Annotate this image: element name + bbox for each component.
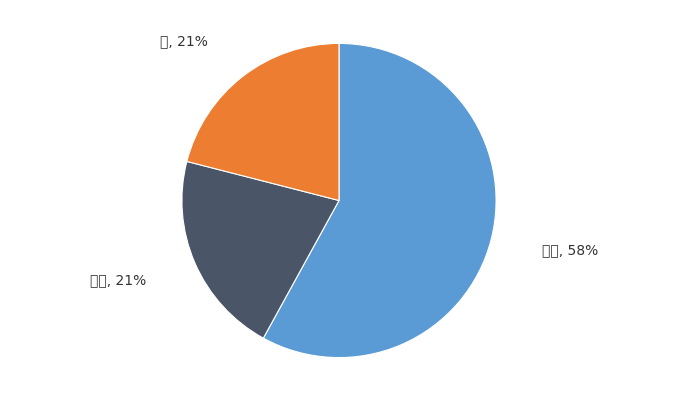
Text: 茶, 21%: 茶, 21%: [160, 34, 208, 49]
Text: 酒类, 58%: 酒类, 58%: [542, 243, 598, 257]
Wedge shape: [182, 162, 339, 338]
Wedge shape: [187, 43, 339, 200]
Text: 饮料, 21%: 饮料, 21%: [90, 273, 146, 288]
Wedge shape: [263, 43, 496, 358]
